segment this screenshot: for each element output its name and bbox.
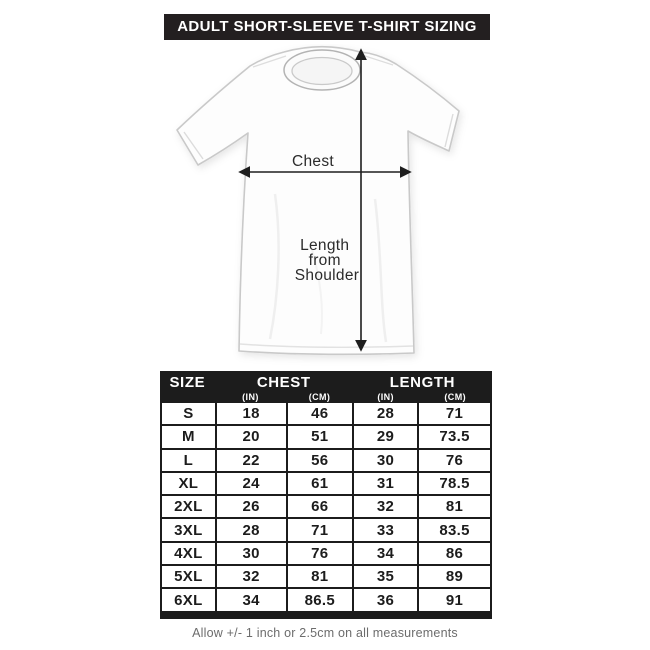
chest-cm-unit: (CM): [308, 392, 331, 402]
chest-in-cell: 18: [216, 403, 286, 425]
chest-cm-cell: 66: [287, 496, 352, 518]
chest-in-cell: 34: [216, 589, 286, 611]
length-in-cell: 29: [353, 426, 418, 448]
length-cm-unit: (CM): [444, 392, 466, 402]
chest-in-cell: 26: [216, 496, 286, 518]
length-in-cell: 36: [353, 589, 418, 611]
chest-cm-cell: 56: [287, 449, 352, 471]
title-bar: ADULT SHORT-SLEEVE T-SHIRT SIZING: [164, 14, 490, 40]
length-cm-cell: 89: [419, 566, 490, 588]
length-in-unit: (IN): [377, 392, 394, 402]
length-label-line3: Shoulder: [295, 267, 359, 284]
size-cell: S: [162, 403, 215, 425]
length-in-cell: 30: [353, 449, 418, 471]
chest-in-cell: 20: [216, 426, 286, 448]
length-label-line1: Length: [300, 237, 349, 254]
length-cm-cell: 76: [419, 449, 490, 471]
chest-in-unit: (IN): [242, 392, 259, 402]
length-cm-cell: 81: [419, 496, 490, 518]
collar-inner: [291, 56, 353, 86]
chest-cm-cell: 86.5: [287, 589, 352, 611]
col-header-length: LENGTH: [389, 374, 456, 391]
table-header: SIZE CHEST LENGTH (IN) (CM) (IN) (CM): [160, 371, 492, 403]
size-cell: 6XL: [162, 589, 215, 611]
col-header-size: SIZE: [169, 374, 206, 391]
length-label: Length from Shoulder: [295, 237, 359, 284]
tshirt-graphic: [176, 46, 460, 356]
length-cm-cell: 73.5: [419, 426, 490, 448]
table-bottom-bar: [160, 610, 492, 619]
length-cm-cell: 91: [419, 589, 490, 611]
length-cm-cell: 83.5: [419, 519, 490, 541]
chest-in-cell: 24: [216, 472, 286, 495]
col-header-chest: CHEST: [256, 374, 311, 391]
length-cm-cell: 78.5: [419, 472, 490, 495]
size-cell: M: [162, 426, 215, 448]
length-in-cell: 33: [353, 519, 418, 541]
size-cell: XL: [162, 472, 215, 495]
chest-in-cell: 32: [216, 566, 286, 588]
sizing-table-body: S 18 46 28 71 M 20 51 29 73.5 L 22 56 30…: [160, 403, 492, 611]
sizing-table: SIZE CHEST LENGTH (IN) (CM) (IN) (CM) S …: [160, 371, 492, 619]
chest-cm-cell: 81: [287, 566, 352, 588]
length-in-cell: 28: [353, 403, 418, 425]
size-cell: L: [162, 449, 215, 471]
length-label-line2: from: [309, 252, 341, 269]
chest-in-cell: 30: [216, 542, 286, 565]
chest-cm-cell: 51: [287, 426, 352, 448]
length-in-cell: 35: [353, 566, 418, 588]
length-in-cell: 32: [353, 496, 418, 518]
length-cm-cell: 86: [419, 542, 490, 565]
chest-cm-cell: 61: [287, 472, 352, 495]
chest-cm-cell: 76: [287, 542, 352, 565]
size-cell: 5XL: [162, 566, 215, 588]
tshirt-svg: Chest Length from Shoulder: [176, 46, 460, 356]
tshirt-diagram: Chest Length from Shoulder: [150, 44, 500, 366]
size-cell: 2XL: [162, 496, 215, 518]
chest-cm-cell: 71: [287, 519, 352, 541]
chest-in-cell: 22: [216, 449, 286, 471]
size-cell: 4XL: [162, 542, 215, 565]
length-cm-cell: 71: [419, 403, 490, 425]
chest-in-cell: 28: [216, 519, 286, 541]
chest-label: Chest: [292, 153, 334, 170]
size-cell: 3XL: [162, 519, 215, 541]
length-in-cell: 31: [353, 472, 418, 495]
chest-cm-cell: 46: [287, 403, 352, 425]
tolerance-note: Allow +/- 1 inch or 2.5cm on all measure…: [192, 626, 458, 640]
length-in-cell: 34: [353, 542, 418, 565]
